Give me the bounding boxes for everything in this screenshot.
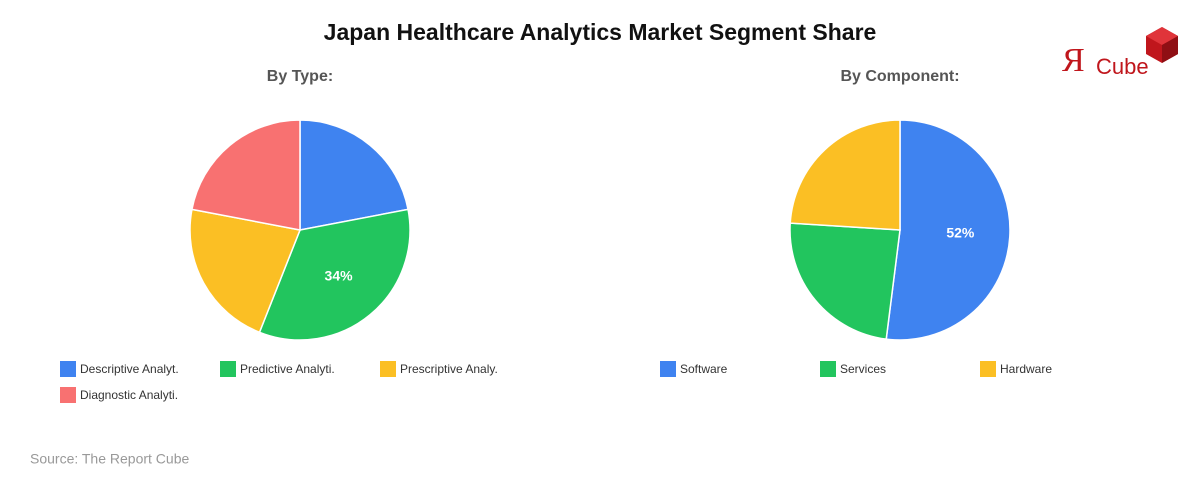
pie-slice [885, 119, 1011, 341]
logo-cube-side [1162, 36, 1178, 63]
logo: Я Cube [1062, 27, 1178, 79]
legend-label: Hardware [1000, 362, 1052, 376]
legend-swatch [660, 361, 676, 377]
pie-slice [189, 208, 302, 334]
legend-swatch [980, 361, 996, 377]
pie-slice [789, 222, 901, 340]
legend-swatch [220, 361, 236, 377]
chart-subtitle: By Component: [840, 68, 959, 85]
logo-text: Cube [1096, 54, 1149, 79]
legend-label: Predictive Analyti. [240, 362, 335, 376]
pie-slice [258, 208, 411, 341]
pie-slice [191, 119, 301, 231]
legend-swatch [60, 361, 76, 377]
slice-label: 34% [325, 267, 354, 283]
legend-label: Services [840, 362, 886, 376]
legend-swatch [820, 361, 836, 377]
legend-swatch [60, 387, 76, 403]
chart-subtitle: By Type: [267, 68, 333, 85]
source: Source: The Report Cube [30, 451, 189, 467]
legend-swatch [380, 361, 396, 377]
legend-label: Prescriptive Analy. [400, 362, 498, 376]
legend-label: Diagnostic Analyti. [80, 388, 178, 402]
legend-label: Software [680, 362, 728, 376]
legend-label: Descriptive Analyt. [80, 362, 179, 376]
logo-mark: Я [1062, 42, 1085, 79]
slice-label: 52% [946, 225, 975, 241]
page-title: Japan Healthcare Analytics Market Segmen… [324, 19, 877, 45]
pie-slice [789, 119, 901, 231]
pie-slice [299, 119, 409, 231]
